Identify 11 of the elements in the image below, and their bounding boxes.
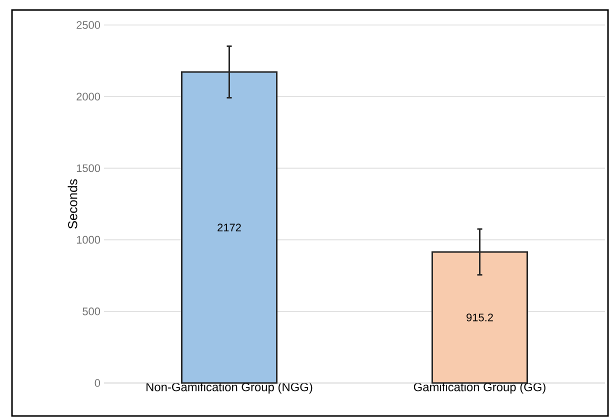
- y-tick-label: 2000: [76, 92, 100, 100]
- x-tick-label: Gamification Group (GG): [414, 382, 546, 394]
- data-label: 2172: [218, 224, 241, 232]
- x-tick-label: Non-Gamification Group (NGG): [146, 382, 312, 394]
- y-tick-label: 1000: [76, 236, 100, 244]
- data-label: 915.2: [466, 314, 493, 322]
- y-tick-label: 0: [94, 379, 100, 387]
- y-tick-label: 2500: [76, 21, 100, 29]
- y-tick-label: 500: [82, 308, 100, 316]
- y-tick-label: 1500: [76, 164, 100, 172]
- y-axis-title: Seconds: [68, 179, 78, 229]
